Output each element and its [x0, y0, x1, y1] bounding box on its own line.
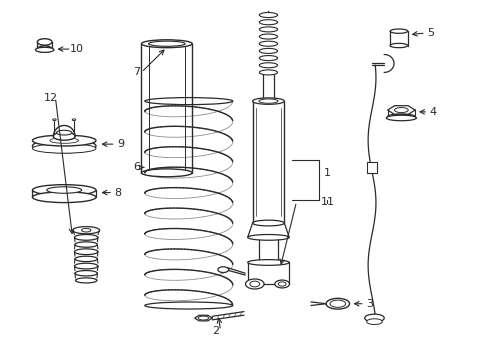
Text: 12: 12	[44, 93, 58, 103]
Text: 4: 4	[430, 107, 437, 117]
Text: 9: 9	[117, 139, 124, 149]
Ellipse shape	[252, 98, 284, 104]
Ellipse shape	[56, 130, 72, 135]
Ellipse shape	[365, 314, 384, 322]
Ellipse shape	[74, 263, 98, 269]
Ellipse shape	[75, 271, 98, 276]
Ellipse shape	[330, 300, 345, 307]
Ellipse shape	[32, 139, 96, 153]
Ellipse shape	[73, 226, 99, 234]
Ellipse shape	[259, 99, 278, 103]
Text: 5: 5	[427, 28, 434, 38]
Ellipse shape	[390, 29, 408, 33]
Bar	[367, 162, 377, 173]
Ellipse shape	[53, 119, 56, 121]
Ellipse shape	[142, 169, 192, 177]
Ellipse shape	[74, 249, 98, 255]
Ellipse shape	[145, 98, 233, 105]
Ellipse shape	[145, 302, 233, 309]
Text: 2: 2	[212, 325, 219, 336]
Ellipse shape	[247, 234, 289, 240]
Ellipse shape	[198, 316, 209, 320]
Text: 11: 11	[320, 197, 334, 207]
Ellipse shape	[247, 260, 289, 265]
Ellipse shape	[35, 47, 54, 52]
Text: 1: 1	[324, 168, 331, 178]
Ellipse shape	[37, 39, 52, 45]
Ellipse shape	[32, 144, 96, 153]
Ellipse shape	[142, 40, 192, 48]
Text: 7: 7	[133, 67, 140, 77]
Ellipse shape	[81, 228, 91, 232]
Ellipse shape	[32, 185, 96, 195]
Ellipse shape	[259, 70, 278, 75]
Ellipse shape	[245, 279, 264, 289]
Ellipse shape	[259, 20, 278, 25]
Text: 6: 6	[133, 162, 140, 172]
Ellipse shape	[47, 187, 82, 193]
Ellipse shape	[32, 135, 96, 146]
Text: 3: 3	[366, 299, 373, 309]
Ellipse shape	[259, 41, 278, 46]
Ellipse shape	[259, 13, 278, 18]
Ellipse shape	[75, 242, 98, 247]
Ellipse shape	[278, 282, 286, 286]
Ellipse shape	[218, 267, 229, 273]
Ellipse shape	[32, 192, 96, 203]
Ellipse shape	[259, 27, 278, 32]
Ellipse shape	[367, 319, 382, 324]
Ellipse shape	[259, 34, 278, 39]
Ellipse shape	[75, 278, 97, 283]
Ellipse shape	[73, 119, 75, 121]
Ellipse shape	[53, 132, 75, 140]
Ellipse shape	[386, 115, 416, 121]
Text: 10: 10	[70, 44, 83, 54]
Ellipse shape	[394, 108, 408, 113]
Ellipse shape	[148, 41, 185, 46]
Ellipse shape	[388, 114, 415, 119]
Ellipse shape	[250, 281, 260, 287]
Ellipse shape	[326, 298, 349, 309]
Text: 8: 8	[114, 188, 122, 198]
Ellipse shape	[390, 43, 408, 48]
Ellipse shape	[74, 234, 98, 240]
Ellipse shape	[259, 63, 278, 68]
Ellipse shape	[259, 55, 278, 60]
Ellipse shape	[259, 48, 278, 53]
Ellipse shape	[50, 138, 78, 143]
Ellipse shape	[37, 46, 52, 52]
Ellipse shape	[252, 220, 284, 226]
Ellipse shape	[75, 256, 98, 262]
Ellipse shape	[275, 280, 290, 288]
